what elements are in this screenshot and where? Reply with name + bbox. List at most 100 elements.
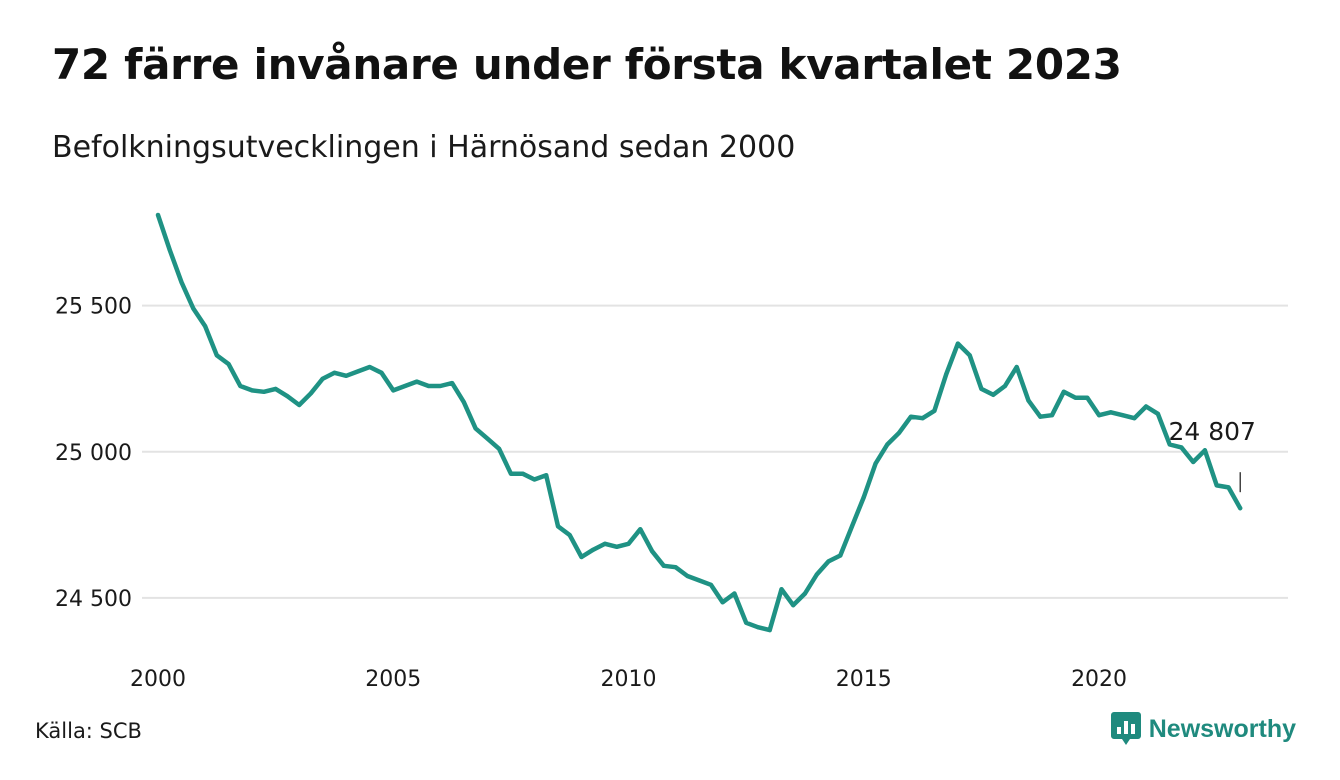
data-point bbox=[908, 414, 913, 419]
data-point bbox=[603, 541, 607, 546]
data-points bbox=[156, 213, 1243, 633]
data-point bbox=[955, 341, 960, 346]
data-point bbox=[1144, 404, 1149, 409]
data-point bbox=[697, 578, 702, 583]
y-tick-label: 25 500 bbox=[55, 295, 132, 320]
data-point bbox=[897, 430, 902, 435]
data-point bbox=[1073, 395, 1078, 400]
data-point bbox=[532, 477, 537, 482]
data-point bbox=[614, 544, 619, 549]
data-point bbox=[767, 628, 772, 633]
data-point bbox=[1214, 483, 1219, 488]
data-point bbox=[567, 533, 572, 538]
data-point bbox=[708, 582, 713, 587]
data-point bbox=[238, 384, 243, 388]
data-point bbox=[932, 408, 937, 413]
data-point bbox=[967, 353, 972, 358]
data-point bbox=[250, 388, 255, 393]
data-point bbox=[191, 306, 196, 311]
page-title: 72 färre invånare under första kvartalet… bbox=[52, 40, 1122, 89]
data-point bbox=[156, 213, 160, 217]
data-point bbox=[450, 381, 455, 386]
data-point bbox=[1191, 460, 1196, 464]
data-point bbox=[556, 524, 560, 529]
data-point bbox=[1097, 413, 1102, 418]
data-point bbox=[673, 565, 678, 570]
data-point bbox=[1061, 389, 1066, 394]
annotation-label: 24 807 bbox=[1168, 417, 1255, 446]
data-point bbox=[473, 426, 478, 431]
data-point bbox=[403, 384, 407, 388]
data-point bbox=[1179, 445, 1184, 450]
data-point bbox=[497, 446, 502, 451]
data-point bbox=[544, 473, 549, 478]
data-point bbox=[991, 392, 996, 397]
data-point bbox=[414, 379, 419, 384]
data-point bbox=[850, 524, 854, 529]
data-point bbox=[485, 436, 490, 441]
data-point bbox=[626, 541, 631, 546]
data-point bbox=[814, 572, 819, 577]
data-point bbox=[438, 384, 443, 388]
population-series-line bbox=[155, 212, 1243, 633]
data-point bbox=[685, 574, 690, 578]
data-point bbox=[1120, 413, 1125, 418]
data-point bbox=[308, 391, 313, 396]
data-point bbox=[1085, 395, 1090, 400]
x-axis-ticks: 2000 2005 2010 2015 2020 bbox=[130, 667, 1127, 692]
data-point bbox=[320, 376, 325, 381]
data-point bbox=[755, 625, 760, 630]
data-point bbox=[461, 400, 466, 405]
data-point bbox=[791, 603, 796, 608]
data-point bbox=[591, 547, 596, 552]
x-tick-label: 2020 bbox=[1071, 667, 1127, 692]
data-point bbox=[861, 495, 866, 500]
brand[interactable]: Newsworthy bbox=[1110, 712, 1296, 746]
data-point bbox=[885, 442, 890, 447]
data-point bbox=[732, 591, 737, 596]
data-point bbox=[332, 370, 337, 375]
data-point bbox=[179, 280, 184, 285]
data-point bbox=[226, 362, 231, 367]
x-tick-label: 2010 bbox=[601, 667, 657, 692]
y-tick-label: 25 000 bbox=[55, 441, 132, 466]
data-point bbox=[920, 416, 925, 421]
data-point bbox=[285, 394, 290, 399]
x-tick-label: 2000 bbox=[130, 667, 186, 692]
data-point bbox=[579, 555, 584, 559]
data-point bbox=[379, 370, 384, 375]
x-tick-label: 2005 bbox=[365, 667, 421, 692]
data-point bbox=[720, 600, 725, 605]
data-point bbox=[1108, 410, 1113, 415]
x-tick-label: 2015 bbox=[836, 667, 892, 692]
data-point bbox=[873, 461, 878, 466]
data-point bbox=[803, 591, 807, 596]
data-point bbox=[167, 248, 172, 253]
data-point bbox=[344, 373, 349, 378]
grid-lines bbox=[142, 304, 1288, 599]
data-point bbox=[1132, 416, 1137, 421]
data-point bbox=[520, 471, 525, 476]
data-point bbox=[1238, 506, 1243, 511]
data-point bbox=[979, 386, 984, 391]
data-point bbox=[661, 563, 666, 568]
data-point bbox=[297, 403, 302, 407]
data-point bbox=[1167, 442, 1172, 447]
data-point bbox=[1003, 384, 1007, 388]
data-point bbox=[203, 324, 208, 329]
data-point bbox=[838, 553, 843, 558]
data-point bbox=[779, 587, 784, 592]
page-subtitle: Befolkningsutvecklingen i Härnösand seda… bbox=[52, 130, 796, 165]
data-point bbox=[744, 620, 749, 625]
newsworthy-logo-icon bbox=[1110, 712, 1141, 745]
data-point bbox=[1014, 365, 1019, 369]
data-point bbox=[1050, 413, 1054, 418]
data-point bbox=[214, 353, 219, 358]
data-point bbox=[391, 388, 396, 393]
data-point bbox=[1038, 414, 1043, 419]
data-point bbox=[650, 549, 655, 554]
data-point bbox=[1226, 485, 1231, 490]
data-point bbox=[1026, 398, 1031, 403]
data-point bbox=[1202, 448, 1207, 453]
y-axis-ticks: 24 500 25 000 25 500 bbox=[55, 295, 132, 612]
